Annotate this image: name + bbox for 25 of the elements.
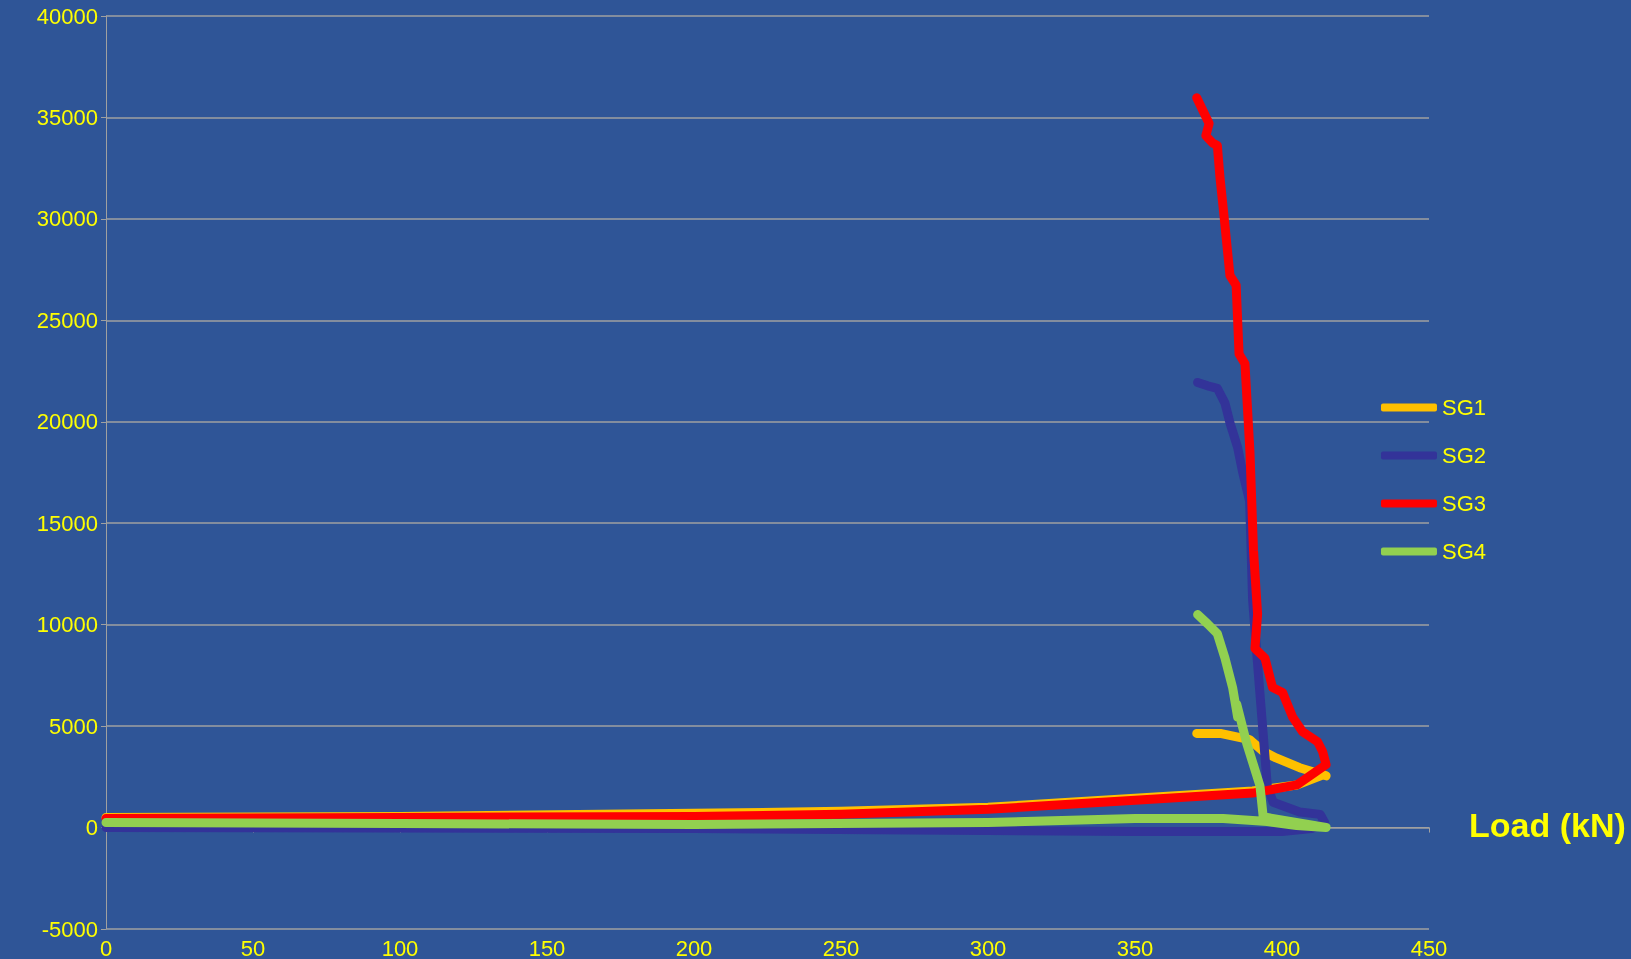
x-tick-label: 450 <box>1410 935 1448 959</box>
x-tick-label: 0 <box>99 935 113 959</box>
x-tick-label: 300 <box>969 935 1007 959</box>
y-tick-label: 20000 <box>36 409 98 435</box>
y-tick-label: 30000 <box>36 206 98 232</box>
x-tick-label: 50 <box>240 935 266 959</box>
legend-label: SG3 <box>1441 491 1487 516</box>
x-axis-title: Load (kN) <box>1469 805 1626 844</box>
y-tick-label: -5000 <box>41 916 98 942</box>
y-tick-label: 35000 <box>36 104 98 130</box>
y-tick-label: 10000 <box>36 612 98 638</box>
legend-label: SG2 <box>1441 443 1487 468</box>
x-tick-label: 150 <box>528 935 566 959</box>
y-tick-label: 40000 <box>36 3 98 29</box>
y-tick-label: 0 <box>85 815 98 841</box>
x-tick-label: 200 <box>675 935 713 959</box>
x-tick-label: 100 <box>381 935 419 959</box>
x-tick-label: 350 <box>1116 935 1154 959</box>
legend-label: SG1 <box>1441 395 1487 420</box>
y-tick-label: 5000 <box>49 713 98 739</box>
x-tick-label: 400 <box>1263 935 1301 959</box>
x-tick-label: 250 <box>822 935 860 959</box>
y-tick-label: 25000 <box>36 307 98 333</box>
legend-label: SG4 <box>1441 539 1487 564</box>
y-tick-label: 15000 <box>36 510 98 536</box>
